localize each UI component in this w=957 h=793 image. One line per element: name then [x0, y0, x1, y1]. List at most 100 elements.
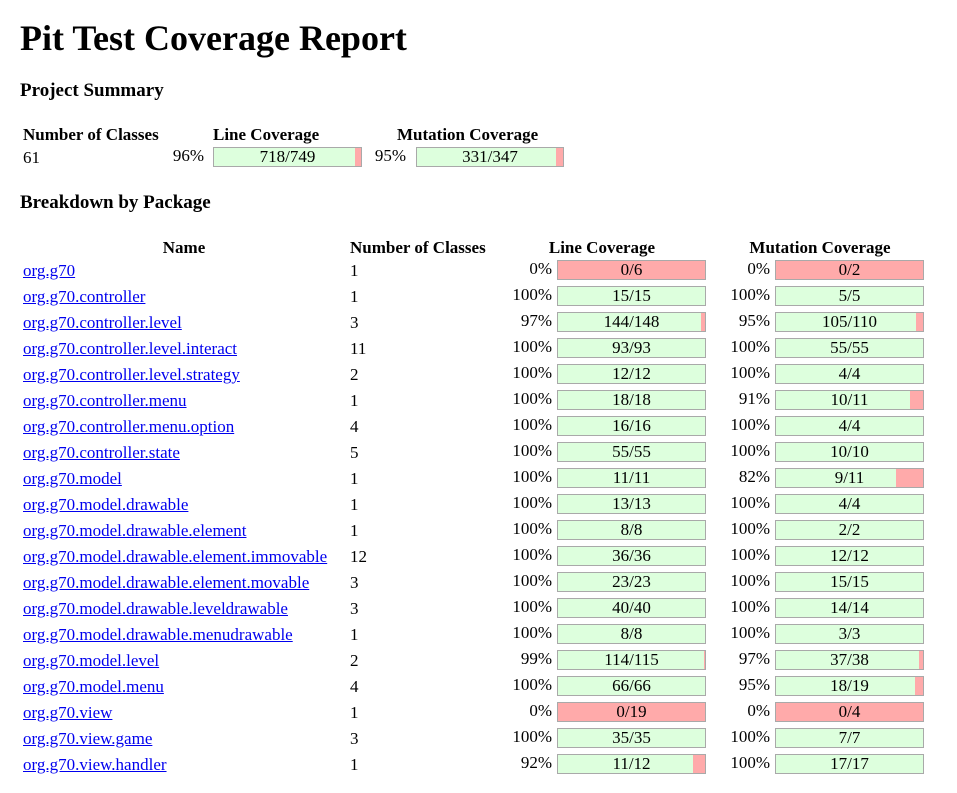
package-link[interactable]: org.g70.model.drawable.element.immovable	[23, 547, 328, 566]
package-class-count: 3	[350, 599, 359, 618]
summary-line-percent: 96%	[172, 146, 204, 165]
package-link[interactable]: org.g70.controller.state	[23, 443, 180, 462]
project-summary-heading: Project Summary	[20, 80, 164, 101]
summary-line-coverage-fill	[214, 148, 355, 166]
package-class-count: 1	[350, 755, 359, 774]
package-link[interactable]: org.g70.controller.level.interact	[23, 339, 238, 358]
package-mutation-coverage-bar: 4/4	[775, 494, 924, 514]
package-mutation-coverage-bar: 12/12	[775, 546, 924, 566]
package-mutation-coverage-fill	[776, 313, 917, 331]
package-line-coverage-bar: 0/6	[557, 260, 706, 280]
package-mutation-ratio: 4/4	[838, 364, 861, 383]
package-mutation-coverage-bar: 2/2	[775, 520, 924, 540]
package-mutation-percent: 91%	[738, 389, 770, 408]
package-line-percent: 97%	[520, 311, 552, 330]
package-line-percent: 100%	[512, 363, 552, 382]
package-mutation-percent: 82%	[738, 467, 770, 486]
package-line-percent: 100%	[512, 415, 552, 434]
package-mutation-percent: 0%	[747, 701, 770, 720]
package-mutation-percent: 100%	[730, 519, 770, 538]
package-link[interactable]: org.g70.model.drawable.element	[23, 521, 247, 540]
package-line-coverage-bar: 93/93	[557, 338, 706, 358]
package-mutation-coverage-bar: 18/19	[775, 676, 924, 696]
breakdown-heading: Breakdown by Package	[20, 192, 211, 213]
package-line-ratio: 66/66	[612, 676, 651, 695]
package-mutation-ratio: 17/17	[830, 754, 869, 773]
package-mutation-ratio: 7/7	[838, 728, 861, 747]
package-mutation-ratio: 18/19	[830, 676, 869, 695]
package-line-coverage-bar: 11/12	[557, 754, 706, 774]
package-mutation-coverage-fill	[776, 469, 897, 487]
package-line-ratio: 13/13	[612, 494, 651, 513]
package-class-count: 2	[350, 365, 359, 384]
package-class-count: 4	[350, 677, 359, 696]
package-link[interactable]: org.g70.controller.level.strategy	[23, 365, 240, 384]
package-line-coverage-fill	[558, 729, 705, 747]
package-link[interactable]: org.g70.model.drawable	[23, 495, 189, 514]
package-mutation-coverage-bar: 4/4	[775, 364, 924, 384]
package-mutation-percent: 100%	[730, 545, 770, 564]
package-link[interactable]: org.g70.model.drawable.leveldrawable	[23, 599, 288, 618]
package-line-percent: 100%	[512, 727, 552, 746]
package-line-coverage-fill	[558, 625, 705, 643]
package-mutation-coverage-fill	[776, 573, 923, 591]
package-mutation-coverage-bar: 0/2	[775, 260, 924, 280]
package-line-coverage-fill	[558, 573, 705, 591]
package-link[interactable]: org.g70.model.level	[23, 651, 160, 670]
package-link[interactable]: org.g70.model.drawable.element.movable	[23, 573, 310, 592]
package-mutation-coverage-bar: 105/110	[775, 312, 924, 332]
package-line-ratio: 40/40	[612, 598, 651, 617]
package-mutation-percent: 100%	[730, 571, 770, 590]
package-line-percent: 100%	[512, 389, 552, 408]
package-class-count: 2	[350, 651, 359, 670]
package-line-coverage-bar: 55/55	[557, 442, 706, 462]
package-mutation-coverage-bar: 17/17	[775, 754, 924, 774]
package-mutation-coverage-fill	[776, 547, 923, 565]
package-link[interactable]: org.g70.controller.menu	[23, 391, 187, 410]
package-line-ratio: 8/8	[620, 624, 643, 643]
package-link[interactable]: org.g70.controller.menu.option	[23, 417, 235, 436]
package-line-ratio: 15/15	[612, 286, 651, 305]
package-link[interactable]: org.g70.controller	[23, 287, 146, 306]
package-line-coverage-fill	[558, 365, 705, 383]
package-mutation-coverage-fill	[776, 755, 923, 773]
package-line-coverage-fill	[558, 443, 705, 461]
package-link[interactable]: org.g70.model	[23, 469, 122, 488]
package-class-count: 3	[350, 573, 359, 592]
package-mutation-percent: 100%	[730, 493, 770, 512]
summary-header-line: Line Coverage	[213, 125, 320, 144]
package-mutation-ratio: 10/10	[830, 442, 869, 461]
package-mutation-coverage-bar: 7/7	[775, 728, 924, 748]
package-link[interactable]: org.g70.view.game	[23, 729, 153, 748]
package-line-ratio: 36/36	[612, 546, 651, 565]
package-mutation-coverage-fill	[776, 729, 923, 747]
package-line-coverage-fill	[558, 313, 702, 331]
package-line-percent: 0%	[529, 259, 552, 278]
package-line-coverage-fill	[558, 469, 705, 487]
package-mutation-coverage-bar: 3/3	[775, 624, 924, 644]
package-line-coverage-bar: 66/66	[557, 676, 706, 696]
package-line-ratio: 23/23	[612, 572, 651, 591]
page-title: Pit Test Coverage Report	[20, 18, 407, 58]
package-line-coverage-bar: 8/8	[557, 520, 706, 540]
package-line-ratio: 18/18	[612, 390, 651, 409]
package-mutation-ratio: 3/3	[838, 624, 861, 643]
package-mutation-coverage-bar: 37/38	[775, 650, 924, 670]
package-link[interactable]: org.g70.model.drawable.menudrawable	[23, 625, 293, 644]
package-line-percent: 100%	[512, 519, 552, 538]
package-line-coverage-bar: 0/19	[557, 702, 706, 722]
package-line-ratio: 12/12	[612, 364, 651, 383]
package-link[interactable]: org.g70.controller.level	[23, 313, 182, 332]
package-link[interactable]: org.g70.view.handler	[23, 755, 167, 774]
summary-mutation-coverage-bar: 331/347	[416, 147, 564, 167]
package-link[interactable]: org.g70	[23, 261, 76, 280]
package-mutation-ratio: 37/38	[830, 650, 869, 669]
package-class-count: 12	[350, 547, 367, 566]
package-line-coverage-fill	[558, 547, 705, 565]
package-line-percent: 92%	[520, 753, 552, 772]
package-line-percent: 100%	[512, 337, 552, 356]
package-link[interactable]: org.g70.view	[23, 703, 113, 722]
package-link[interactable]: org.g70.model.menu	[23, 677, 164, 696]
package-line-coverage-bar: 15/15	[557, 286, 706, 306]
